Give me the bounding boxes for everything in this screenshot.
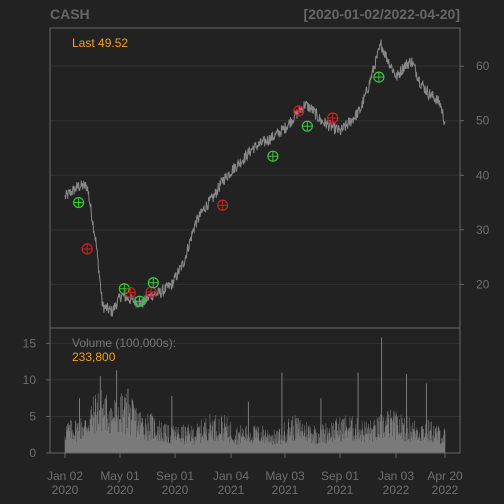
volume-tick-label: 0 <box>29 446 36 460</box>
price-line <box>64 39 446 317</box>
volume-bar-series <box>64 390 446 453</box>
last-price-label: Last 49.52 <box>72 36 128 50</box>
sell-marker <box>327 112 339 124</box>
price-line-group <box>64 39 446 317</box>
volume-tick-label: 15 <box>23 336 37 350</box>
volume-tick-label: 10 <box>23 373 37 387</box>
chart-symbol: CASH <box>50 6 90 22</box>
sell-marker <box>217 199 229 211</box>
buy-marker <box>373 71 385 83</box>
x-tick-label-line2: 2021 <box>272 483 299 497</box>
x-tick-label-line1: Sep 01 <box>156 469 194 483</box>
price-tick-label: 60 <box>476 59 490 73</box>
x-tick-label-line1: Apr 20 <box>427 469 463 483</box>
buy-marker <box>134 295 146 307</box>
buy-marker <box>301 120 313 132</box>
x-tick-label-line1: May 01 <box>100 469 140 483</box>
price-tick-label: 30 <box>476 223 490 237</box>
volume-y-axis: 0 5 10 15 <box>23 336 50 460</box>
x-tick-label-line2: 2020 <box>52 483 79 497</box>
sell-marker <box>293 105 305 117</box>
x-tick-label-line2: 2022 <box>432 483 459 497</box>
price-tick-label: 50 <box>476 114 490 128</box>
buy-marker <box>72 196 85 209</box>
x-tick-label-line1: Sep 01 <box>321 469 359 483</box>
x-tick-label-line2: 2021 <box>218 483 245 497</box>
volume-tick-label: 5 <box>29 409 36 423</box>
price-grid <box>50 65 460 285</box>
x-tick-label-line1: Jan 02 <box>47 469 83 483</box>
price-y-axis: 20 30 40 50 60 <box>460 59 490 291</box>
chart-date-range: [2020-01-02/2022-04-20] <box>304 6 460 22</box>
buy-marker <box>147 277 159 289</box>
trade-markers <box>72 71 385 307</box>
volume-value: 233,800 <box>72 350 116 364</box>
x-tick-label-line1: May 03 <box>265 469 305 483</box>
buy-marker <box>267 150 279 162</box>
x-tick-label-line2: 2020 <box>162 483 189 497</box>
volume-panel-border <box>49 327 461 454</box>
volume-label: Volume (100,000s): <box>72 336 176 350</box>
x-tick-label-line2: 2020 <box>107 483 134 497</box>
sell-marker <box>124 286 136 299</box>
x-tick-label-line2: 2022 <box>383 483 410 497</box>
volume-bars <box>64 337 446 453</box>
price-tick-label: 40 <box>476 168 490 182</box>
sell-marker <box>145 286 157 298</box>
x-tick-label-line1: Jan 04 <box>213 469 249 483</box>
x-tick-label-line1: Jan 03 <box>378 469 414 483</box>
price-tick-label: 20 <box>476 277 490 291</box>
sell-marker <box>81 243 93 255</box>
x-tick-label-line2: 2021 <box>327 483 354 497</box>
